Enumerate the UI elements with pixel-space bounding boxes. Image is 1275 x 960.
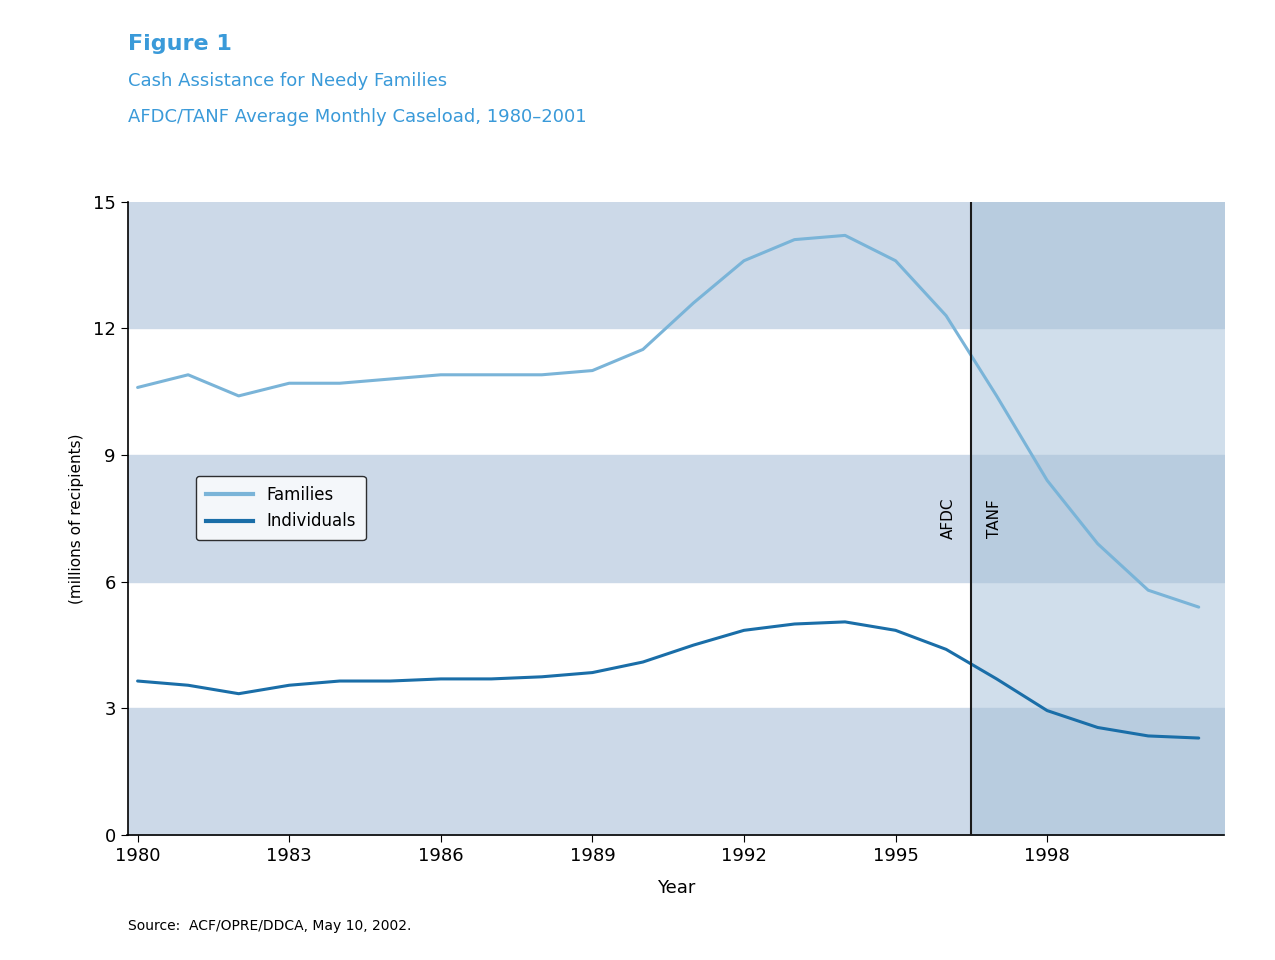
Text: Cash Assistance for Needy Families: Cash Assistance for Needy Families xyxy=(128,72,446,90)
X-axis label: Year: Year xyxy=(657,879,695,897)
Text: AFDC/TANF Average Monthly Caseload, 1980–2001: AFDC/TANF Average Monthly Caseload, 1980… xyxy=(128,108,586,126)
Y-axis label: (millions of recipients): (millions of recipients) xyxy=(69,433,84,604)
Text: Source:  ACF/OPRE/DDCA, May 10, 2002.: Source: ACF/OPRE/DDCA, May 10, 2002. xyxy=(128,919,411,933)
Legend: Families, Individuals: Families, Individuals xyxy=(196,476,366,540)
Text: AFDC: AFDC xyxy=(941,497,956,540)
Text: Figure 1: Figure 1 xyxy=(128,34,231,54)
Text: TANF: TANF xyxy=(987,499,1001,538)
